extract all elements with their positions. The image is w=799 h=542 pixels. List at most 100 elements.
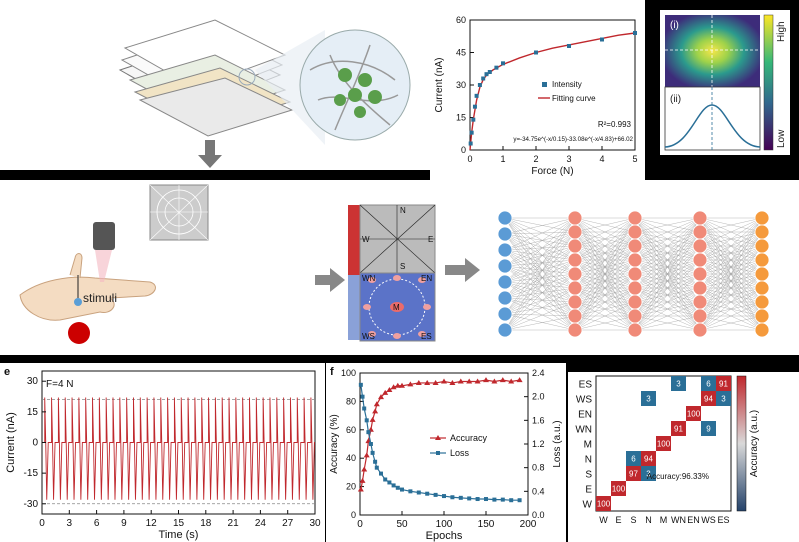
nn-connection [504, 259, 576, 315]
matrix-cell-value: 100 [612, 485, 626, 494]
x-tick-label: 9 [121, 518, 127, 529]
nn-neuron [692, 308, 708, 324]
matrix-cell-value: 100 [687, 410, 701, 419]
nn-connection [504, 217, 576, 283]
nn-connection [504, 287, 576, 299]
loss-point [458, 495, 463, 500]
matrix-cell [671, 376, 686, 391]
nn-connection [699, 217, 763, 275]
nn-connection [699, 231, 763, 331]
loss-point [383, 477, 388, 482]
x-tick-label: 150 [478, 519, 495, 530]
matrix-cell [716, 391, 731, 406]
nn-connection [504, 233, 576, 247]
nn-connection [574, 217, 636, 233]
nn-neuron [754, 224, 770, 240]
y-tick-label: 15 [27, 407, 39, 418]
accuracy-loss-chart: f 0 50 100 150 200 0 20 40 60 80 100 0.0 0.4 0.8 1.2 1.6… [326, 363, 566, 542]
x-category-label: S [630, 515, 636, 525]
nn-connection [504, 217, 576, 331]
nn-connection [634, 217, 701, 233]
nn-neuron [754, 266, 770, 282]
nn-connection [504, 273, 576, 331]
x-tick-label: 5 [632, 154, 637, 164]
matrix-cell-value: 100 [597, 500, 611, 509]
nn-neuron [497, 306, 513, 322]
label-es: ES [421, 332, 432, 341]
nn-neuron [567, 224, 583, 240]
nn-connection [699, 217, 763, 289]
nn-connection [574, 217, 636, 303]
matrix-cell [626, 451, 641, 466]
loss-point [517, 498, 522, 503]
loss-point [391, 483, 396, 488]
nn-connection [699, 287, 763, 331]
nn-connection [504, 231, 576, 299]
x-axis-label: Force (N) [531, 166, 573, 177]
matrix-cell [671, 421, 686, 436]
nn-connection [504, 281, 576, 331]
nn-neuron [497, 258, 513, 274]
nn-neuron [497, 226, 513, 242]
nn-connection [699, 315, 763, 331]
nn-neuron [754, 308, 770, 324]
nn-neuron [627, 308, 643, 324]
nn-connection [504, 273, 576, 283]
matrix-cell [626, 466, 641, 481]
accuracy-point [424, 379, 431, 385]
matrix-cell [656, 436, 671, 451]
nn-neuron [754, 238, 770, 254]
y-category-label: W [583, 500, 593, 511]
nn-connection [504, 217, 576, 299]
y-tick-label: 30 [27, 376, 39, 387]
x-tick-label: 2 [533, 154, 538, 164]
loss-point [408, 489, 413, 494]
loss-point [358, 382, 363, 387]
nn-neuron [567, 280, 583, 296]
y-tick-label: 15 [456, 113, 466, 123]
intensity-point [472, 104, 477, 109]
x-tick-label: 15 [173, 518, 185, 529]
nn-connection [504, 217, 576, 233]
nn-connection [504, 287, 576, 331]
nn-neuron [567, 308, 583, 324]
accuracy-point [491, 378, 498, 384]
accuracy-point [449, 379, 456, 385]
matrix-cell-value: 94 [644, 455, 653, 464]
loss-point [395, 485, 400, 490]
legend-fit-label: Fitting curve [552, 94, 596, 103]
matrix-cell-value: 3 [646, 395, 651, 404]
nn-connection [574, 301, 636, 331]
nn-connection [699, 217, 763, 247]
nn-connection [504, 265, 576, 303]
label-s: S [400, 262, 405, 271]
x-tick-label: 0 [39, 518, 45, 529]
nn-connection [504, 217, 576, 235]
nn-neuron [754, 294, 770, 310]
loss-point [425, 491, 430, 496]
x-tick-label: 4 [599, 154, 604, 164]
matrix-cell-value: 91 [719, 380, 728, 389]
accuracy-point [372, 408, 379, 414]
accuracy-point [407, 381, 414, 387]
label-n: N [400, 206, 406, 215]
matrix-cell [686, 406, 701, 421]
nn-connection [504, 249, 576, 317]
y-tick-label: 0 [461, 145, 466, 155]
nn-connection [504, 231, 576, 283]
loss-point [387, 480, 392, 485]
nn-connection [574, 315, 636, 331]
y-tick-label: 80 [346, 396, 356, 406]
matrix-cell [611, 481, 626, 496]
nn-connection [504, 231, 576, 251]
matrix-cell [701, 391, 716, 406]
loss-point [379, 471, 383, 476]
nn-neuron [497, 210, 513, 226]
loss-point [450, 495, 455, 500]
matrix-cell-value: 94 [704, 395, 713, 404]
nn-connection [634, 231, 701, 331]
matrix-cell-value: 100 [657, 440, 671, 449]
accuracy-point [361, 466, 368, 472]
nn-connection [504, 217, 576, 315]
y2-tick-label: 0.0 [532, 510, 545, 520]
